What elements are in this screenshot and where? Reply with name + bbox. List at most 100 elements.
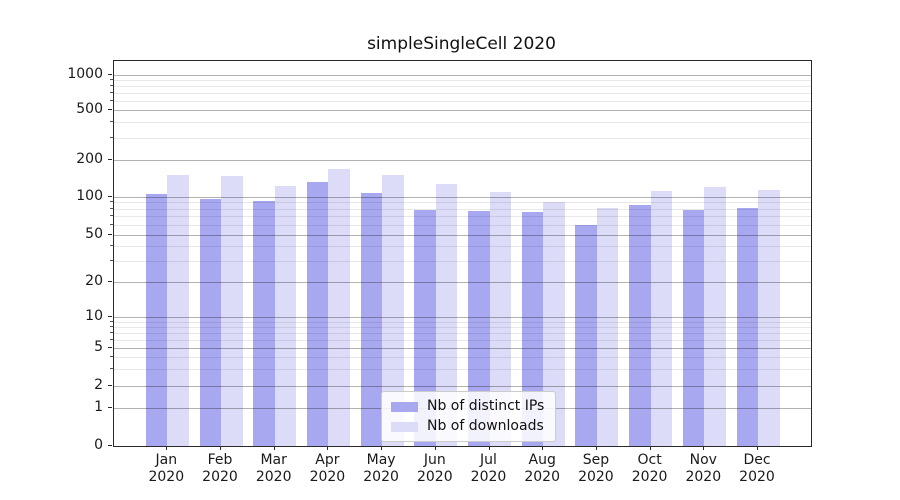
gridline-minor [114, 339, 811, 341]
bar-downloads [650, 191, 673, 446]
x-axis-tick-label: Jun 2020 [416, 452, 453, 485]
y-axis-tick-label: 50 [85, 225, 103, 242]
legend: Nb of distinct IPs Nb of downloads [381, 391, 557, 442]
bar-downloads [758, 189, 780, 446]
bar-distinct-ips [199, 199, 221, 446]
x-axis-tick-label: Oct 2020 [631, 452, 668, 485]
gridline-minor [114, 326, 811, 328]
gridline-minor [114, 216, 811, 217]
bar-downloads [167, 175, 189, 446]
gridline-major [114, 386, 811, 387]
bar-downloads [274, 186, 297, 446]
legend-swatch [391, 421, 418, 432]
gridline-minor [114, 137, 811, 139]
y-tick-mark [108, 73, 112, 75]
bar-distinct-ips [414, 210, 436, 446]
x-tick-mark [649, 446, 651, 450]
y-axis-tick-label: 2 [94, 377, 103, 393]
x-tick-mark [273, 446, 275, 450]
gridline-major [114, 110, 811, 111]
gridline-major [114, 234, 811, 236]
bar-downloads [704, 187, 726, 446]
legend-swatch [391, 401, 418, 412]
x-axis-tick-label: May 2020 [363, 452, 399, 485]
gridline-minor [114, 356, 811, 358]
x-tick-mark [757, 446, 758, 450]
gridline-major [114, 347, 811, 349]
legend-label: Nb of downloads [427, 418, 544, 434]
y-minor-tick-mark [110, 201, 113, 203]
bar-downloads [328, 169, 350, 446]
gridline-minor [114, 208, 811, 210]
gridline-minor [114, 224, 811, 226]
x-axis-tick-label: Jul 2020 [470, 452, 507, 485]
x-tick-mark [381, 446, 383, 450]
y-minor-tick-mark [110, 245, 113, 247]
y-minor-tick-mark [110, 78, 113, 80]
chart-title: simpleSingleCell 2020 [367, 34, 556, 54]
x-tick-mark [327, 446, 329, 450]
y-minor-tick-mark [110, 320, 113, 322]
bar-distinct-ips [253, 201, 275, 446]
gridline-minor [114, 122, 811, 124]
plot-area: Nb of distinct IPs Nb of downloads [113, 60, 812, 447]
bar-distinct-ips [145, 193, 168, 446]
x-tick-mark [703, 446, 705, 450]
gridline-major [114, 196, 811, 198]
gridline-minor [114, 85, 811, 87]
x-axis-tick-label: Apr 2020 [309, 452, 346, 485]
y-minor-tick-mark [110, 355, 113, 357]
bar-distinct-ips [682, 210, 705, 446]
y-axis-tick-label: 1 [94, 399, 103, 415]
x-axis-tick-label: Nov 2020 [685, 452, 722, 485]
y-minor-tick-mark [110, 91, 113, 93]
gridline-major [114, 74, 811, 76]
y-minor-tick-mark [110, 215, 113, 216]
bar-distinct-ips [306, 182, 329, 446]
y-tick-mark [108, 159, 112, 160]
y-minor-tick-mark [110, 136, 113, 138]
y-tick-mark [108, 385, 112, 386]
gridline-minor [114, 79, 811, 81]
y-axis-tick-label: 200 [76, 151, 103, 167]
x-tick-mark [434, 446, 436, 450]
x-tick-mark [220, 446, 221, 450]
y-minor-tick-mark [110, 260, 113, 261]
y-axis-tick-label: 0 [94, 437, 103, 453]
gridline-minor [114, 332, 811, 334]
bar-distinct-ips [629, 204, 651, 446]
bar-downloads [382, 175, 404, 446]
gridline-major [114, 317, 811, 318]
x-axis-tick-label: Mar 2020 [255, 452, 292, 485]
y-tick-mark [108, 195, 112, 197]
y-minor-tick-mark [110, 223, 113, 225]
x-axis-tick-label: Aug 2020 [524, 452, 560, 485]
gridline-major [114, 282, 811, 283]
bar-downloads [221, 175, 243, 446]
bar-distinct-ips [521, 211, 544, 446]
bar-downloads [435, 184, 458, 446]
gridline-minor [114, 92, 811, 94]
x-tick-mark [542, 446, 544, 450]
y-minor-tick-mark [110, 368, 113, 369]
bar-downloads [489, 191, 511, 446]
legend-item: Nb of downloads [391, 418, 544, 435]
bar-downloads [543, 201, 565, 446]
y-axis-tick-label: 10 [85, 308, 103, 324]
y-minor-tick-mark [110, 99, 113, 101]
legend-label: Nb of distinct IPs [427, 398, 545, 414]
y-tick-mark [108, 445, 112, 446]
x-axis-tick-label: Sep 2020 [578, 452, 614, 485]
gridline-minor [114, 321, 811, 323]
y-tick-mark [108, 281, 112, 282]
x-tick-mark [488, 446, 490, 450]
bar-downloads [596, 208, 619, 446]
y-tick-mark [108, 346, 112, 348]
x-tick-mark [166, 446, 168, 450]
y-minor-tick-mark [110, 325, 113, 327]
bar-distinct-ips [575, 224, 597, 446]
gridline-minor [114, 246, 811, 248]
y-axis-tick-label: 100 [76, 187, 103, 204]
y-axis-tick-label: 1000 [67, 65, 103, 82]
